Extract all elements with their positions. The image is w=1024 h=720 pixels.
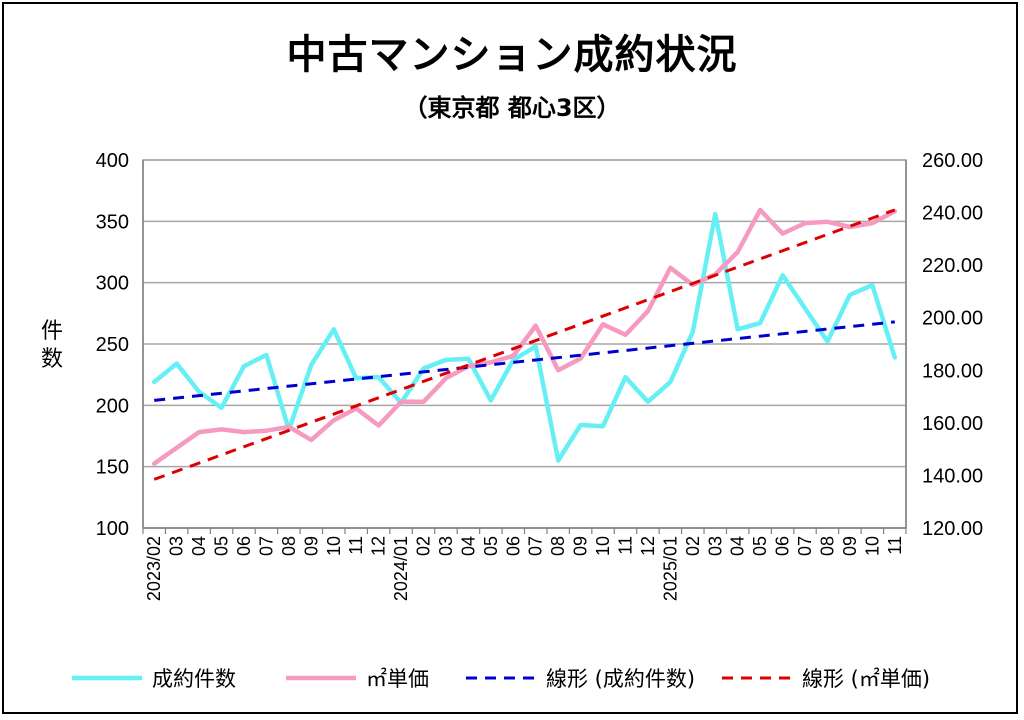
y-right-tick-label: 180.00 [922,360,983,382]
y-right-tick-label: 220.00 [922,255,983,277]
x-tick-label: 09 [301,536,321,556]
y-right-tick-label: 260.00 [922,150,983,172]
legend-label: 成約件数 [152,667,236,691]
legend-label: 線形 (㎡単価) [802,667,930,691]
x-tick-label: 05 [750,536,770,556]
x-tick-label: 03 [705,536,725,556]
series-line [151,211,898,463]
x-tick-label: 10 [862,536,882,556]
y-axis-label: 件数 [38,318,66,374]
x-tick-label: 08 [279,536,299,556]
y-left-tick-label: 250 [96,334,129,356]
x-tick-label: 2025/01 [660,536,680,601]
chart-subtitle: （東京都 都心3区） [403,94,621,122]
y-left-tick-label: 350 [96,211,129,233]
y-axis-label-char: 件 [40,319,63,344]
x-tick-label: 12 [638,536,658,556]
x-tick-label: 10 [593,536,613,556]
series-line [153,208,896,481]
chart-title: 中古マンション成約状況 [286,32,738,78]
x-tick-label: 04 [458,536,478,556]
x-tick-label: 08 [548,536,568,556]
series-line [154,320,895,402]
x-tick-label: 04 [189,536,209,556]
x-tick-label: 06 [234,536,254,556]
y-left-tick-label: 150 [96,457,129,479]
x-tick-label: 2024/01 [391,536,411,601]
x-tick-label: 11 [615,536,635,555]
y-right-tick-label: 240.00 [922,203,983,225]
x-tick-label: 02 [683,536,703,556]
x-tick-label: 09 [571,536,591,556]
x-tick-label: 08 [817,536,837,556]
y-right-tick-label: 120.00 [922,518,983,540]
legend-label: ㎡単価 [366,667,429,691]
x-tick-label: 10 [324,536,344,556]
x-tick-label: 2023/02 [144,536,164,601]
x-tick-label: 03 [167,536,187,556]
x-tick-label: 07 [526,536,546,556]
y-right-tick-label: 160.00 [922,413,983,435]
x-tick-label: 11 [346,536,366,555]
y-left-tick-label: 100 [96,518,129,540]
x-tick-label: 09 [840,536,860,556]
y-right-tick-label: 200.00 [922,308,983,330]
x-tick-label: 06 [503,536,523,556]
y-left-tick-label: 200 [96,395,129,417]
x-tick-label: 07 [795,536,815,556]
x-tick-label: 07 [256,536,276,556]
x-tick-label: 12 [369,536,389,556]
series-line [151,207,898,466]
x-tick-label: 06 [773,536,793,556]
x-tick-label: 05 [212,536,232,556]
y-left-tick-label: 400 [96,150,129,172]
legend-label: 線形 (成約件数) [546,667,695,691]
y-axis-label-char: 数 [40,347,63,372]
x-tick-label: 02 [414,536,434,556]
x-tick-label: 03 [436,536,456,556]
y-left-tick-label: 300 [96,273,129,295]
x-tick-label: 04 [728,536,748,556]
y-right-tick-label: 140.00 [922,465,983,487]
x-tick-label: 05 [481,536,501,556]
x-tick-label: 11 [885,536,905,555]
